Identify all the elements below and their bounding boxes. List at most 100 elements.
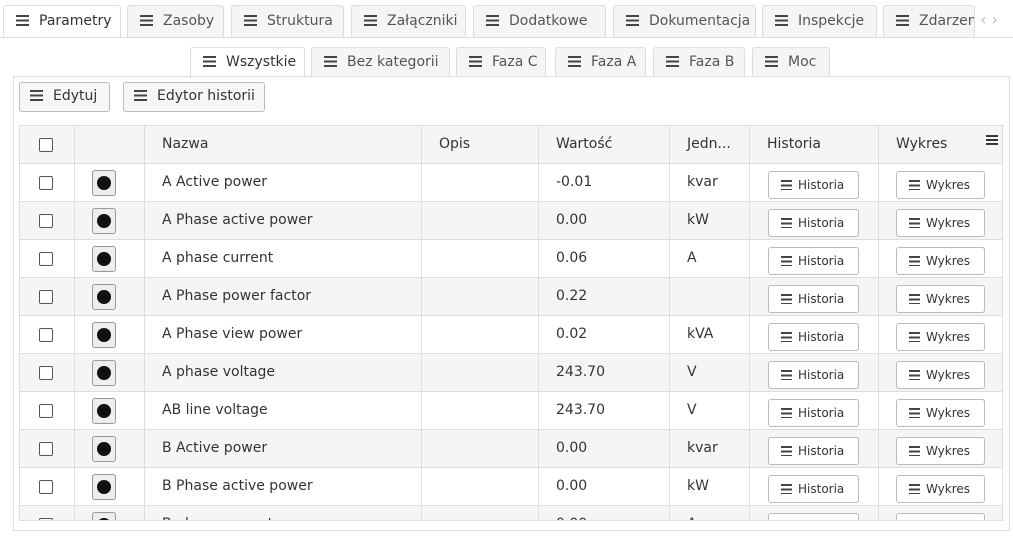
- unit-cell: kvar: [669, 430, 749, 467]
- description-cell: [421, 354, 538, 391]
- icon: [781, 218, 792, 228]
- tab[interactable]: Parametry: [3, 5, 121, 38]
- history-button[interactable]: Historia: [768, 475, 859, 503]
- name-cell: B Active power: [144, 430, 421, 467]
- label: 243.70: [556, 364, 605, 380]
- subtab[interactable]: Faza C: [456, 47, 546, 77]
- chart-button[interactable]: Wykres: [896, 437, 985, 465]
- icon: [775, 15, 788, 26]
- info-button[interactable]: [92, 474, 116, 500]
- tab[interactable]: Zdarzenia: [883, 5, 975, 37]
- toolbar-button[interactable]: Edytor historii: [123, 82, 265, 112]
- name-cell: A Active power: [144, 164, 421, 201]
- tab[interactable]: Załączniki: [351, 5, 466, 37]
- history-button[interactable]: Historia: [768, 323, 859, 351]
- label: Historia: [798, 520, 844, 521]
- subtab[interactable]: Bez kategorii: [311, 47, 450, 77]
- subtab[interactable]: Faza A: [555, 47, 646, 77]
- history-button[interactable]: Historia: [768, 209, 859, 237]
- icon: [781, 408, 792, 418]
- info-cell: [74, 506, 144, 520]
- history-button[interactable]: Historia: [768, 361, 859, 389]
- label: V: [687, 402, 697, 418]
- toolbar-button[interactable]: Edytuj: [19, 82, 110, 112]
- info-button[interactable]: [92, 170, 116, 196]
- label: B Phase active power: [162, 478, 313, 494]
- row-checkbox[interactable]: [39, 480, 53, 494]
- subtab[interactable]: Moc: [752, 47, 830, 77]
- chart-cell: Wykres: [878, 392, 1002, 429]
- label: 0.06: [556, 250, 588, 266]
- info-button[interactable]: [92, 398, 116, 424]
- history-button[interactable]: Historia: [768, 285, 859, 313]
- row-checkbox[interactable]: [39, 214, 53, 228]
- value-cell: 0.00: [538, 202, 669, 239]
- label: Historia: [798, 254, 845, 268]
- chart-cell: Wykres: [878, 468, 1002, 505]
- column-menu[interactable]: [986, 135, 998, 145]
- label: Historia: [798, 216, 845, 230]
- chart-button[interactable]: Wykres: [896, 247, 985, 275]
- row-checkbox[interactable]: [39, 176, 53, 190]
- tab[interactable]: Dokumentacja: [613, 5, 756, 37]
- data-row: AB line voltage 243.70 V Historia Wykres: [20, 392, 1002, 430]
- row-checkbox[interactable]: [39, 366, 53, 380]
- history-cell: Historia: [749, 202, 878, 239]
- info-button[interactable]: [92, 208, 116, 234]
- row-checkbox[interactable]: [39, 518, 53, 520]
- icon: [203, 56, 216, 67]
- chart-button[interactable]: Wykres: [896, 399, 985, 427]
- subtab[interactable]: Faza B: [653, 47, 745, 77]
- tab[interactable]: Struktura: [231, 5, 344, 37]
- unit-cell: V: [669, 354, 749, 391]
- chart-button[interactable]: Wykres: [896, 171, 985, 199]
- label: A phase current: [162, 250, 274, 266]
- label: Edytuj: [53, 88, 98, 104]
- chart-button[interactable]: Wykres: [896, 475, 985, 503]
- history-button[interactable]: Historia: [768, 171, 859, 199]
- chart-cell: Wykres: [878, 506, 1002, 520]
- info-button[interactable]: [92, 322, 116, 348]
- tab[interactable]: Dodatkowe: [473, 5, 606, 37]
- chart-button[interactable]: Wykres: [896, 209, 985, 237]
- chart-button[interactable]: Wykres: [896, 323, 985, 351]
- row-checkbox[interactable]: [39, 290, 53, 304]
- history-button[interactable]: Historia: [768, 513, 859, 521]
- name-cell: A Phase view power: [144, 316, 421, 353]
- icon: [626, 15, 639, 26]
- history-button[interactable]: Historia: [768, 437, 859, 465]
- row-checkbox[interactable]: [39, 404, 53, 418]
- label: Edytor historii: [157, 88, 255, 104]
- unit-cell: kW: [669, 468, 749, 505]
- scroll-arrows[interactable]: ‹ ›: [980, 10, 998, 29]
- history-cell: Historia: [749, 392, 878, 429]
- info-button[interactable]: [92, 436, 116, 462]
- icon: [909, 218, 920, 228]
- row-checkbox[interactable]: [39, 252, 53, 266]
- chart-button[interactable]: Wykres: [896, 361, 985, 389]
- row-checkbox[interactable]: [39, 328, 53, 342]
- icon: [909, 484, 920, 494]
- description-cell: [421, 506, 538, 520]
- chart-cell: Wykres: [878, 316, 1002, 353]
- info-button[interactable]: [92, 360, 116, 386]
- tab[interactable]: Inspekcje: [762, 5, 877, 37]
- label: Wykres: [926, 292, 971, 306]
- unit-cell: [669, 278, 749, 315]
- subtab[interactable]: Wszystkie: [190, 47, 305, 78]
- tab[interactable]: Zasoby: [127, 5, 224, 37]
- value-cell: 0.00: [538, 430, 669, 467]
- name-cell: A phase current: [144, 240, 421, 277]
- info-button[interactable]: [92, 284, 116, 310]
- label: Moc: [788, 54, 817, 70]
- info-button[interactable]: [92, 512, 116, 520]
- chart-button[interactable]: Wykres: [896, 285, 985, 313]
- history-button[interactable]: Historia: [768, 399, 859, 427]
- label: B phase current: [162, 516, 273, 520]
- select-all-checkbox[interactable]: [39, 138, 53, 152]
- row-checkbox[interactable]: [39, 442, 53, 456]
- info-button[interactable]: [92, 246, 116, 272]
- history-button[interactable]: Historia: [768, 247, 859, 275]
- label: Opis: [439, 136, 471, 152]
- chart-button[interactable]: Wykres: [896, 513, 985, 520]
